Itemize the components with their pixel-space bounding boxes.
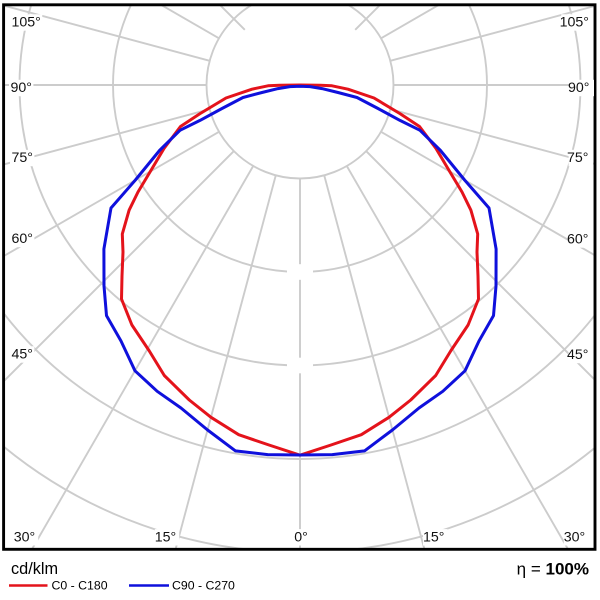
svg-text:15°: 15° bbox=[155, 529, 176, 545]
svg-text:45°: 45° bbox=[567, 347, 588, 363]
svg-text:75°: 75° bbox=[12, 150, 33, 166]
svg-text:cd/klm: cd/klm bbox=[11, 560, 58, 578]
svg-text:η = 100%: η = 100% bbox=[517, 560, 589, 579]
svg-text:15°: 15° bbox=[423, 529, 444, 545]
svg-text:30°: 30° bbox=[14, 529, 35, 545]
svg-text:60°: 60° bbox=[567, 232, 588, 248]
svg-text:C0 - C180: C0 - C180 bbox=[52, 579, 108, 593]
svg-text:60°: 60° bbox=[12, 231, 33, 247]
svg-text:45°: 45° bbox=[12, 347, 33, 363]
svg-text:0°: 0° bbox=[294, 529, 308, 545]
svg-text:105°: 105° bbox=[12, 15, 41, 31]
svg-text:30°: 30° bbox=[564, 529, 585, 545]
svg-text:105°: 105° bbox=[560, 15, 589, 31]
svg-text:75°: 75° bbox=[567, 150, 588, 166]
svg-text:90°: 90° bbox=[11, 80, 32, 96]
svg-text:90°: 90° bbox=[568, 80, 589, 96]
svg-text:C90 - C270: C90 - C270 bbox=[172, 579, 235, 593]
